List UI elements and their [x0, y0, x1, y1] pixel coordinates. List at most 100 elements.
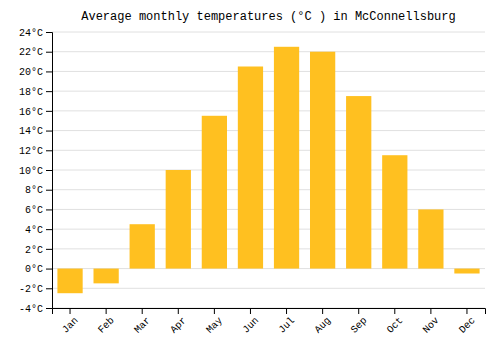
grid-line: [52, 150, 485, 151]
grid-line: [52, 32, 485, 33]
x-tick: Feb: [96, 308, 117, 336]
y-axis: -4°C -2°C 0°C 2°C 4°C 6°C 8°C 10°C 12°C 14°C 16°C 1…: [19, 28, 53, 315]
x-tick-label: Apr: [168, 315, 189, 336]
x-tick-label: Nov: [421, 315, 442, 336]
y-tick: 14°C: [19, 126, 52, 137]
y-tick-mark: [46, 249, 52, 250]
bar: [238, 67, 263, 269]
y-tick-label: 18°C: [19, 87, 43, 98]
bar: [57, 269, 82, 294]
title: Average monthly temperatures (°C ) in Mc…: [81, 10, 455, 24]
y-axis-line: [46, 33, 53, 309]
y-tick-label: 24°C: [19, 28, 43, 39]
x-tick-label: Feb: [96, 315, 117, 336]
plot: -4°C -2°C 0°C 2°C 4°C 6°C 8°C 10°C 12°C 14°C 16°C 1…: [19, 28, 486, 336]
y-tick-label: 6°C: [25, 205, 43, 216]
bar: [418, 209, 443, 268]
x-axis: Jan Feb Mar Apr May Jun Jul Aug Sep Oct Nov Dec: [53, 308, 486, 336]
y-tick-mark: [46, 170, 52, 171]
grid-line: [52, 91, 485, 92]
bar: [130, 224, 155, 268]
y-tick-mark: [46, 308, 52, 309]
grid-line: [52, 110, 485, 111]
bar: [166, 170, 191, 269]
x-tick-label: Jan: [60, 315, 81, 336]
y-tick-mark: [46, 52, 52, 53]
x-tick-mark: [142, 308, 143, 314]
x-tick-label: Jun: [241, 315, 262, 336]
x-tick-mark: [286, 308, 287, 314]
grid-line: [52, 130, 485, 131]
y-tick-label: 4°C: [25, 225, 43, 236]
y-tick-label: -2°C: [19, 284, 43, 295]
y-tick-mark: [46, 91, 52, 92]
y-tick-label: 8°C: [25, 185, 43, 196]
x-tick: May: [204, 308, 225, 336]
y-tick-label: 20°C: [19, 67, 43, 78]
grid-line: [52, 288, 485, 289]
y-tick-mark: [46, 150, 52, 151]
y-tick-label: 10°C: [19, 166, 43, 177]
y-tick: 2°C: [25, 245, 52, 256]
x-tick: Dec: [457, 308, 478, 336]
bars: [57, 47, 479, 293]
y-tick: 20°C: [19, 67, 52, 78]
x-tick-mark: [250, 308, 251, 314]
y-tick-mark: [46, 32, 52, 33]
x-tick-label: Dec: [457, 315, 478, 336]
x-tick-label: May: [204, 315, 225, 336]
x-tick-label: Jul: [277, 315, 298, 336]
x-tick: Nov: [421, 308, 442, 336]
y-tick-label: -4°C: [19, 304, 43, 315]
x-tick-mark: [358, 308, 359, 314]
x-tick-mark: [106, 308, 107, 314]
y-tick-mark: [46, 288, 52, 289]
y-tick: 16°C: [19, 107, 52, 118]
grid-line: [52, 71, 485, 72]
y-tick-label: 12°C: [19, 146, 43, 157]
chart: -4°C -2°C 0°C 2°C 4°C 6°C 8°C 10°C 12°C 14°C 16°C 1…: [0, 0, 500, 350]
y-tick: 6°C: [25, 205, 52, 216]
x-tick: Jun: [241, 308, 262, 336]
x-tick: Sep: [349, 308, 370, 336]
y-tick-mark: [46, 269, 52, 270]
y-tick: 18°C: [19, 87, 52, 98]
y-tick-label: 14°C: [19, 126, 43, 137]
x-tick-mark: [466, 308, 467, 314]
y-tick-label: 2°C: [25, 245, 43, 256]
x-tick: Jul: [277, 308, 298, 336]
bar: [274, 47, 299, 269]
y-tick: 10°C: [19, 166, 52, 177]
x-tick-label: Mar: [132, 315, 153, 336]
y-tick: 4°C: [25, 225, 52, 236]
y-tick: 24°C: [19, 28, 52, 39]
x-axis-line: [53, 309, 486, 315]
y-tick-mark: [46, 229, 52, 230]
y-tick: 8°C: [25, 185, 52, 196]
bar: [346, 96, 371, 268]
bar: [454, 269, 479, 274]
y-tick-label: 22°C: [19, 47, 43, 58]
x-tick-label: Aug: [313, 315, 334, 336]
y-tick-mark: [46, 131, 52, 132]
grid-line: [52, 51, 485, 52]
y-tick: 0°C: [25, 264, 52, 275]
grid-line: [52, 170, 485, 171]
bar: [382, 155, 407, 268]
y-tick: 22°C: [19, 47, 52, 58]
y-tick-label: 0°C: [25, 264, 43, 275]
y-tick: -4°C: [19, 304, 52, 315]
bar: [93, 269, 118, 284]
x-tick-mark: [394, 308, 395, 314]
x-tick: Jan: [60, 308, 81, 336]
y-tick-label: 16°C: [19, 107, 43, 118]
x-tick-label: Oct: [385, 315, 406, 336]
y-tick-mark: [46, 190, 52, 191]
x-tick-mark: [322, 308, 323, 314]
x-tick-label: Sep: [349, 315, 370, 336]
x-tick-mark: [178, 308, 179, 314]
x-tick: Mar: [132, 308, 153, 336]
bar: [310, 52, 335, 269]
x-tick: Aug: [313, 308, 334, 336]
x-tick-mark: [214, 308, 215, 314]
